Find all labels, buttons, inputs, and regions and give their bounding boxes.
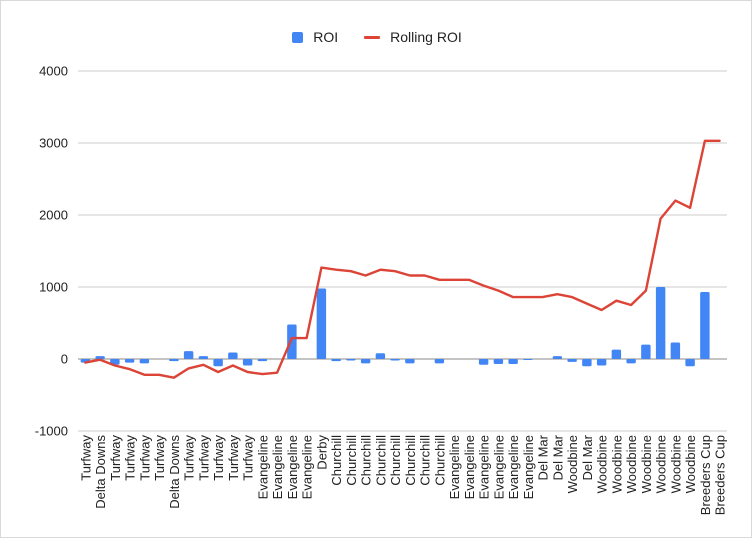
x-category-label: Churchill bbox=[344, 435, 359, 486]
x-category-label: Derby bbox=[314, 435, 329, 470]
bar-roi bbox=[95, 356, 105, 359]
x-category-label: Evangeline bbox=[506, 435, 521, 499]
x-category-label: Evangeline bbox=[270, 435, 285, 499]
bar-roi bbox=[523, 359, 533, 360]
x-category-label: Turfway bbox=[137, 435, 152, 481]
bar-roi bbox=[567, 359, 577, 362]
x-category-label: Woodbine bbox=[624, 435, 639, 493]
x-category-label: Woodbine bbox=[668, 435, 683, 493]
bar-roi bbox=[287, 324, 297, 359]
x-category-label: Breeders Cup bbox=[698, 435, 713, 515]
legend-swatch-roi bbox=[292, 31, 304, 43]
legend-swatch-rolling-roi bbox=[364, 35, 381, 39]
bar-roi bbox=[493, 359, 504, 365]
bar-roi bbox=[375, 353, 386, 359]
bar-roi bbox=[257, 359, 268, 362]
bar-roi bbox=[655, 287, 666, 359]
x-category-label: Turfway bbox=[226, 435, 241, 481]
bar-roi bbox=[596, 359, 607, 366]
bar-roi bbox=[508, 359, 518, 365]
bar-roi bbox=[670, 342, 681, 359]
bar-roi bbox=[641, 344, 651, 359]
x-category-label: Turfway bbox=[241, 435, 256, 481]
x-category-label: Churchill bbox=[388, 435, 403, 486]
line-rolling-roi bbox=[84, 139, 721, 379]
x-category-label: Woodbine bbox=[654, 435, 669, 493]
x-category-label: Woodbine bbox=[683, 435, 698, 493]
x-category-label: Evangeline bbox=[491, 435, 506, 499]
x-category-label: Woodbine bbox=[609, 435, 624, 493]
x-category-label: Churchill bbox=[373, 435, 388, 486]
bar-roi bbox=[213, 359, 223, 367]
x-category-label: Churchill bbox=[432, 435, 447, 486]
legend-label-roi: ROI bbox=[313, 29, 339, 45]
bar-roi bbox=[478, 359, 489, 365]
x-category-label: Evangeline bbox=[521, 435, 536, 499]
x-category-label: Churchill bbox=[359, 435, 374, 486]
x-category-label: Delta Downs bbox=[167, 435, 182, 509]
bar-roi bbox=[405, 359, 415, 364]
x-category-label: Turfway bbox=[78, 435, 93, 481]
bar-roi bbox=[626, 359, 636, 364]
y-tick-label: 1000 bbox=[39, 280, 68, 295]
bar-roi bbox=[700, 292, 710, 359]
x-category-label: Turfway bbox=[152, 435, 167, 481]
bar-roi bbox=[582, 359, 592, 367]
bar-roi bbox=[183, 351, 194, 359]
x-category-label: Evangeline bbox=[255, 435, 270, 499]
x-category-label: Del Mar bbox=[580, 434, 595, 480]
x-category-label: Del Mar bbox=[536, 434, 551, 480]
bar-roi bbox=[124, 359, 135, 363]
x-category-label: Woodbine bbox=[565, 435, 580, 493]
bar-roi bbox=[685, 359, 695, 367]
bar-roi bbox=[331, 359, 341, 362]
x-category-label: Churchill bbox=[418, 435, 433, 486]
x-category-label: Evangeline bbox=[477, 435, 492, 499]
bar-roi bbox=[228, 352, 238, 359]
bar-roi bbox=[169, 359, 179, 362]
x-category-label: Evangeline bbox=[285, 435, 300, 499]
bar-roi bbox=[390, 359, 400, 361]
legend-item-roi[interactable]: ROI bbox=[292, 29, 338, 45]
legend-item-rolling-roi[interactable]: Rolling ROI bbox=[364, 29, 462, 45]
x-category-label: Turfway bbox=[123, 435, 138, 481]
x-category-label: Turfway bbox=[108, 435, 123, 481]
x-category-label: Turfway bbox=[211, 435, 226, 481]
x-category-label: Evangeline bbox=[447, 435, 462, 499]
bar-roi bbox=[552, 356, 563, 359]
bar-roi bbox=[198, 356, 209, 359]
chart-legend: ROI Rolling ROI bbox=[1, 27, 752, 47]
x-category-label: Evangeline bbox=[462, 435, 477, 499]
y-tick-label: 4000 bbox=[39, 64, 68, 79]
x-category-label: Turfway bbox=[182, 435, 197, 481]
x-category-label: Breeders Cup bbox=[713, 435, 728, 515]
x-category-label: Woodbine bbox=[639, 435, 654, 493]
x-category-label: Churchill bbox=[403, 435, 418, 486]
y-tick-label: 3000 bbox=[39, 136, 68, 151]
bar-roi bbox=[360, 359, 371, 364]
x-category-label: Evangeline bbox=[300, 435, 315, 499]
bar-roi bbox=[316, 288, 327, 359]
x-category-label: Woodbine bbox=[595, 435, 610, 493]
y-tick-label: 2000 bbox=[39, 208, 68, 223]
bar-roi bbox=[346, 359, 356, 361]
y-tick-label: 0 bbox=[61, 352, 68, 367]
bar-roi bbox=[139, 359, 150, 364]
y-tick-label: -1000 bbox=[35, 424, 68, 439]
x-category-label: Del Mar bbox=[550, 434, 565, 480]
bar-roi bbox=[611, 349, 622, 359]
x-category-label: Turfway bbox=[196, 435, 211, 481]
bar-roi bbox=[434, 359, 445, 364]
x-category-label: Delta Downs bbox=[93, 435, 108, 509]
x-category-label: Churchill bbox=[329, 435, 344, 486]
bar-roi bbox=[242, 359, 253, 366]
legend-label-rolling-roi: Rolling ROI bbox=[390, 29, 462, 45]
